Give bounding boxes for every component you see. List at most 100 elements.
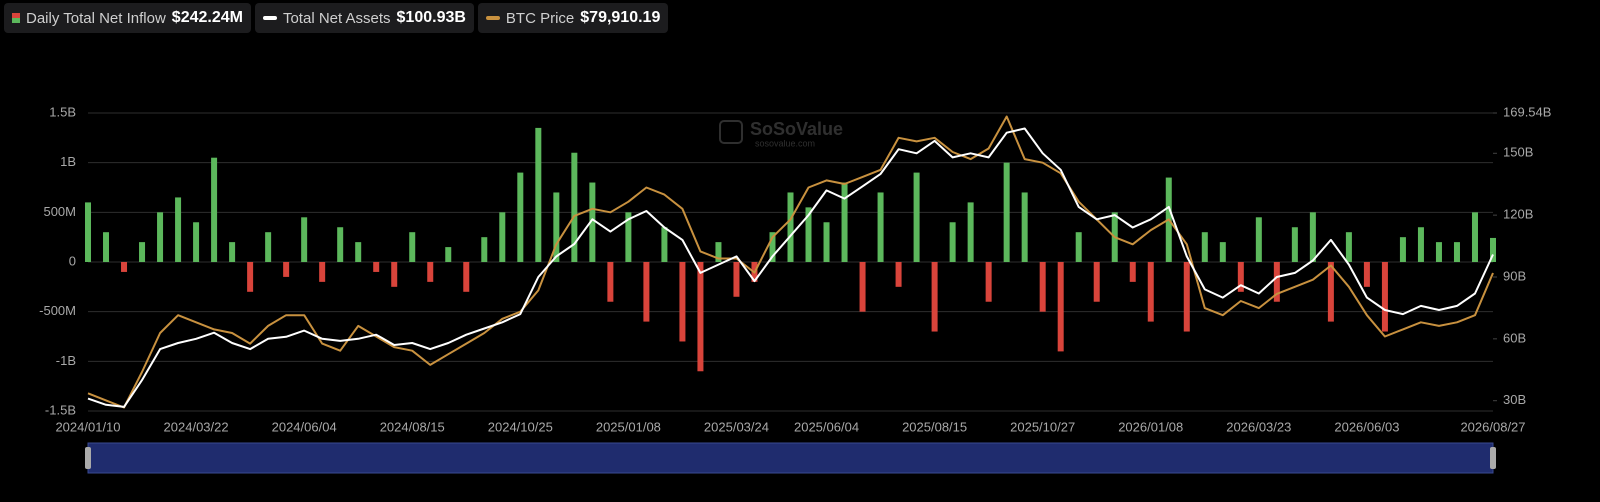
bar: [1435, 242, 1442, 262]
bar: [229, 242, 236, 262]
x-tick-label: 2026/08/27: [1460, 419, 1525, 434]
y2-tick-label: 120B: [1503, 207, 1533, 222]
bar: [697, 262, 704, 372]
y2-tick-label: 30B: [1503, 392, 1526, 407]
x-tick-label: 2025/03/24: [704, 419, 769, 434]
bar: [1129, 262, 1136, 282]
bar: [733, 262, 740, 297]
watermark-sub: sosovalue.com: [755, 138, 815, 148]
bar: [535, 127, 542, 263]
bar: [337, 227, 344, 262]
bar: [301, 217, 308, 262]
legend-item[interactable]: Daily Total Net Inflow $242.24M: [4, 3, 251, 33]
bar: [1381, 262, 1388, 332]
navigator-handle[interactable]: [1490, 447, 1496, 469]
bar: [1147, 262, 1154, 322]
bar: [1490, 237, 1496, 262]
x-tick-label: 2026/03/23: [1226, 419, 1291, 434]
bar: [157, 212, 164, 262]
bar: [355, 242, 362, 262]
bar: [1363, 262, 1370, 287]
bar: [1255, 217, 1262, 262]
legend-icon: [12, 13, 20, 23]
y-tick-label: -500M: [39, 303, 76, 318]
bar: [373, 262, 380, 272]
y2-tick-label: 60B: [1503, 330, 1526, 345]
bar: [715, 242, 722, 262]
legend-icon: [485, 16, 500, 20]
bar: [1399, 237, 1406, 262]
navigator[interactable]: [85, 442, 1496, 474]
legend-name: Total Net Assets: [282, 9, 391, 27]
legend-value: $100.93B: [396, 9, 466, 26]
x-tick-label: 2025/10/27: [1010, 419, 1075, 434]
lines: [87, 115, 1494, 409]
bar: [247, 262, 254, 292]
legend-name: Daily Total Net Inflow: [26, 9, 166, 27]
bar: [193, 222, 200, 262]
bar: [139, 242, 146, 262]
bar: [895, 262, 902, 287]
x-tick-label: 2026/06/03: [1334, 419, 1399, 434]
bar: [1237, 262, 1244, 292]
x-tick-label: 2024/01/10: [55, 419, 120, 434]
bar: [1075, 232, 1082, 262]
bar: [679, 262, 686, 342]
bar: [841, 182, 848, 262]
bar: [859, 262, 866, 312]
y-tick-label: -1B: [56, 353, 76, 368]
bar: [283, 262, 290, 277]
bar: [1417, 227, 1424, 262]
y-tick-label: 1.5B: [49, 104, 76, 119]
bar: [319, 262, 326, 282]
y-tick-label: 0: [69, 253, 76, 268]
x-tick-label: 2025/06/04: [794, 419, 859, 434]
bar: [427, 262, 434, 282]
bar: [1453, 242, 1460, 262]
bar: [787, 192, 794, 262]
y-tick-label: 1B: [60, 154, 76, 169]
legend-name: BTC Price: [505, 9, 575, 27]
bar: [121, 262, 128, 272]
navigator-window[interactable]: [87, 442, 1494, 474]
bar: [877, 192, 884, 262]
line: [87, 127, 1494, 408]
bar: [805, 207, 812, 262]
legend-value: $242.24M: [171, 9, 243, 26]
bar: [391, 262, 398, 287]
bar: [103, 232, 110, 262]
bar: [211, 157, 218, 262]
legend-value: $79,910.19: [580, 9, 661, 26]
bar: [1039, 262, 1046, 312]
x-tick-label: 2024/06/04: [272, 419, 337, 434]
bar: [1345, 232, 1352, 262]
y2-tick-label: 150B: [1503, 145, 1533, 160]
x-tick-label: 2025/01/08: [596, 419, 661, 434]
bar: [463, 262, 470, 292]
bar: [265, 232, 272, 262]
bar: [1093, 262, 1100, 302]
bar: [985, 262, 992, 302]
bar: [607, 262, 614, 302]
legend-item[interactable]: Total Net Assets $100.93B: [254, 3, 474, 33]
bar: [1003, 162, 1010, 262]
bar: [481, 237, 488, 262]
bar: [913, 172, 920, 262]
navigator-handle[interactable]: [85, 447, 91, 469]
bar: [769, 232, 776, 262]
x-tick-label: 2024/03/22: [164, 419, 229, 434]
legend-item[interactable]: BTC Price $79,910.19: [477, 3, 669, 33]
watermark-text: SoSoValue: [750, 119, 843, 139]
bar: [499, 212, 506, 262]
bar: [1219, 242, 1226, 262]
y2-tick-label: 90B: [1503, 268, 1526, 283]
x-tick-label: 2025/08/15: [902, 419, 967, 434]
bar: [1327, 262, 1334, 322]
watermark: SoSoValue sosovalue.com: [719, 119, 843, 148]
legend: Daily Total Net Inflow $242.24M Total Ne…: [4, 3, 669, 33]
bar: [1183, 262, 1190, 332]
y2-tick-label: 169.54B: [1503, 104, 1551, 119]
bar: [589, 182, 596, 262]
